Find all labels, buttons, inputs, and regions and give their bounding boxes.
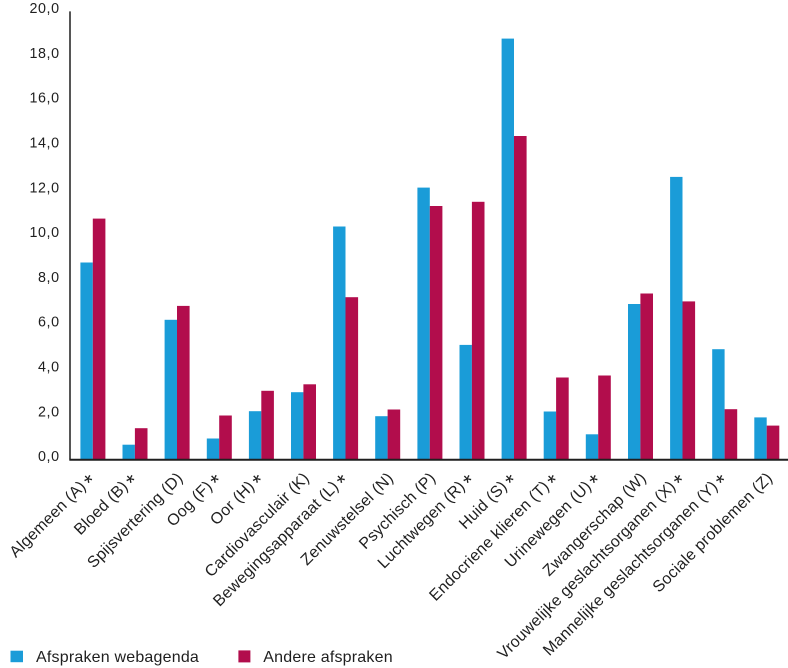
svg-text:12,0: 12,0 [29, 180, 59, 196]
svg-text:Afspraken webagenda: Afspraken webagenda [36, 649, 199, 666]
svg-text:2,0: 2,0 [38, 404, 60, 420]
svg-text:20,0: 20,0 [29, 1, 59, 17]
svg-text:6,0: 6,0 [38, 315, 60, 331]
svg-text:Andere afspraken: Andere afspraken [263, 649, 393, 666]
svg-text:8,0: 8,0 [38, 270, 60, 286]
svg-text:16,0: 16,0 [29, 91, 59, 107]
svg-text:0,0: 0,0 [38, 449, 60, 465]
svg-text:14,0: 14,0 [29, 136, 59, 152]
svg-text:4,0: 4,0 [38, 360, 60, 376]
svg-text:18,0: 18,0 [29, 46, 59, 62]
svg-text:10,0: 10,0 [29, 225, 59, 241]
